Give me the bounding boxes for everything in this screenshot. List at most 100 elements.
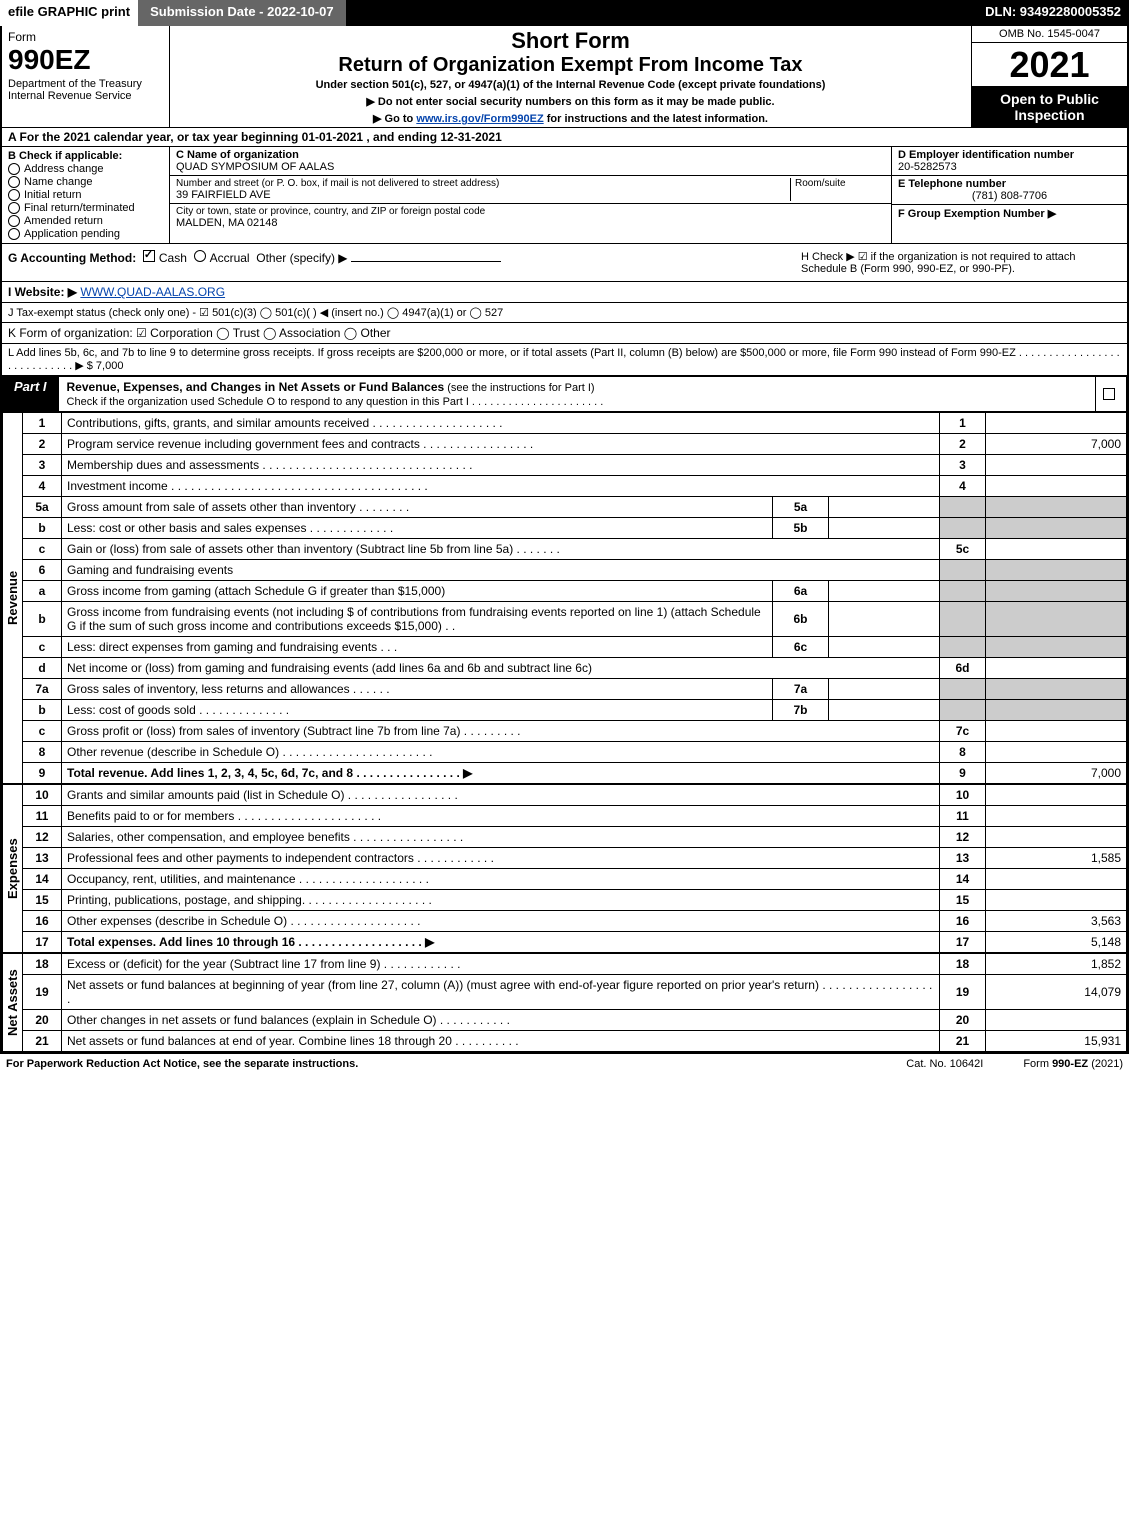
chk-amended-return[interactable]: Amended return <box>8 215 163 227</box>
footer: For Paperwork Reduction Act Notice, see … <box>0 1054 1129 1074</box>
section-b: B Check if applicable: Address change Na… <box>2 147 170 243</box>
form-title: Return of Organization Exempt From Incom… <box>176 54 965 77</box>
catalog-number: Cat. No. 10642I <box>866 1058 1023 1070</box>
irs-link[interactable]: www.irs.gov/Form990EZ <box>416 113 543 125</box>
part-1-title-sub: (see the instructions for Part I) <box>444 382 594 394</box>
section-e-label: E Telephone number <box>898 178 1006 190</box>
inst2-post: for instructions and the latest informat… <box>544 113 768 125</box>
chk-name-change[interactable]: Name change <box>8 176 163 188</box>
section-bcdef: B Check if applicable: Address change Na… <box>2 147 1127 244</box>
org-city: MALDEN, MA 02148 <box>176 217 885 229</box>
right-box: OMB No. 1545-0047 2021 Open to Public In… <box>971 26 1127 127</box>
other-label: Other (specify) ▶ <box>256 251 347 265</box>
short-form-label: Short Form <box>176 28 965 54</box>
form-box: Form 990EZ Department of the Treasury In… <box>2 26 170 127</box>
line-13: 13Professional fees and other payments t… <box>23 848 1127 869</box>
line-11: 11Benefits paid to or for members . . . … <box>23 806 1127 827</box>
section-def: D Employer identification number 20-5282… <box>891 147 1127 243</box>
line-12: 12Salaries, other compensation, and empl… <box>23 827 1127 848</box>
section-i-label: I Website: ▶ <box>8 285 77 299</box>
department: Department of the Treasury Internal Reve… <box>8 78 163 102</box>
dln: DLN: 93492280005352 <box>977 0 1129 26</box>
line-21: 21Net assets or fund balances at end of … <box>23 1031 1127 1052</box>
expenses-section: Expenses 10Grants and similar amounts pa… <box>2 784 1127 953</box>
section-k: K Form of organization: ☑ Corporation ◯ … <box>2 323 1127 344</box>
tax-year: 2021 <box>972 43 1127 87</box>
section-g: G Accounting Method: Cash Accrual Other … <box>2 244 795 281</box>
line-4: 4Investment income . . . . . . . . . . .… <box>23 476 1127 497</box>
accrual-label: Accrual <box>210 251 250 265</box>
chk-initial-return[interactable]: Initial return <box>8 189 163 201</box>
org-address: 39 FAIRFIELD AVE <box>176 189 790 201</box>
section-i: I Website: ▶ WWW.QUAD-AALAS.ORG <box>2 282 1127 303</box>
line-10: 10Grants and similar amounts paid (list … <box>23 785 1127 806</box>
line-6d: dNet income or (loss) from gaming and fu… <box>23 658 1127 679</box>
section-c-label: C Name of organization <box>176 149 299 161</box>
chk-initial-return-label: Initial return <box>24 189 81 201</box>
submission-date: Submission Date - 2022-10-07 <box>138 0 346 26</box>
section-h: H Check ▶ ☑ if the organization is not r… <box>795 244 1127 281</box>
chk-amended-return-label: Amended return <box>24 215 103 227</box>
part-1-subline: Check if the organization used Schedule … <box>67 396 604 408</box>
section-d-label: D Employer identification number <box>898 149 1074 161</box>
city-label: City or town, state or province, country… <box>176 206 885 217</box>
netassets-table: 18Excess or (deficit) for the year (Subt… <box>22 953 1127 1052</box>
chk-final-return[interactable]: Final return/terminated <box>8 202 163 214</box>
cash-label: Cash <box>159 251 187 265</box>
netassets-side-label: Net Assets <box>2 953 22 1052</box>
paperwork-notice: For Paperwork Reduction Act Notice, see … <box>6 1058 866 1070</box>
telephone: (781) 808-7706 <box>898 190 1121 202</box>
line-5c: cGain or (loss) from sale of assets othe… <box>23 539 1127 560</box>
revenue-table: 1Contributions, gifts, grants, and simil… <box>22 412 1127 784</box>
inst2-pre: ▶ Go to <box>373 113 416 125</box>
line-1: 1Contributions, gifts, grants, and simil… <box>23 413 1127 434</box>
line-3: 3Membership dues and assessments . . . .… <box>23 455 1127 476</box>
section-a: A For the 2021 calendar year, or tax yea… <box>2 128 1127 147</box>
line-14: 14Occupancy, rent, utilities, and mainte… <box>23 869 1127 890</box>
instruction-2: ▶ Go to www.irs.gov/Form990EZ for instru… <box>176 112 965 125</box>
omb-number: OMB No. 1545-0047 <box>972 26 1127 43</box>
line-5a: 5aGross amount from sale of assets other… <box>23 497 1127 518</box>
section-f-label: F Group Exemption Number ▶ <box>898 208 1056 220</box>
section-c: C Name of organization QUAD SYMPOSIUM OF… <box>170 147 891 243</box>
instruction-1: ▶ Do not enter social security numbers o… <box>176 95 965 108</box>
section-b-label: B Check if applicable: <box>8 150 163 162</box>
topbar-spacer <box>346 0 978 26</box>
chk-address-change-label: Address change <box>24 163 104 175</box>
line-5b: bLess: cost or other basis and sales exp… <box>23 518 1127 539</box>
form-number: 990EZ <box>8 44 163 76</box>
line-7c: cGross profit or (loss) from sales of in… <box>23 721 1127 742</box>
open-to-public: Open to Public Inspection <box>972 87 1127 127</box>
part-1-check[interactable] <box>1095 376 1127 412</box>
form-word: Form <box>8 30 163 44</box>
line-18: 18Excess or (deficit) for the year (Subt… <box>23 954 1127 975</box>
ein: 20-5282573 <box>898 161 957 173</box>
revenue-side-label: Revenue <box>2 412 22 784</box>
line-6: 6Gaming and fundraising events <box>23 560 1127 581</box>
line-17: 17Total expenses. Add lines 10 through 1… <box>23 932 1127 953</box>
line-8: 8Other revenue (describe in Schedule O) … <box>23 742 1127 763</box>
header-row: Form 990EZ Department of the Treasury In… <box>2 26 1127 128</box>
expenses-table: 10Grants and similar amounts paid (list … <box>22 784 1127 953</box>
efile-label: efile GRAPHIC print <box>0 0 138 26</box>
website-link[interactable]: WWW.QUAD-AALAS.ORG <box>80 285 225 299</box>
addr-label: Number and street (or P. O. box, if mail… <box>176 178 790 189</box>
chk-address-change[interactable]: Address change <box>8 163 163 175</box>
line-2: 2Program service revenue including gover… <box>23 434 1127 455</box>
netassets-section: Net Assets 18Excess or (deficit) for the… <box>2 953 1127 1052</box>
top-bar: efile GRAPHIC print Submission Date - 20… <box>0 0 1129 26</box>
part-1-title: Revenue, Expenses, and Changes in Net As… <box>59 376 1095 412</box>
line-7b: bLess: cost of goods sold . . . . . . . … <box>23 700 1127 721</box>
chk-cash[interactable] <box>143 250 155 262</box>
expenses-side-label: Expenses <box>2 784 22 953</box>
section-l: L Add lines 5b, 6c, and 7b to line 9 to … <box>2 344 1127 376</box>
line-6b: bGross income from fundraising events (n… <box>23 602 1127 637</box>
chk-application-pending-label: Application pending <box>24 228 120 240</box>
line-16: 16Other expenses (describe in Schedule O… <box>23 911 1127 932</box>
chk-application-pending[interactable]: Application pending <box>8 228 163 240</box>
section-gh: G Accounting Method: Cash Accrual Other … <box>2 244 1127 282</box>
chk-accrual[interactable] <box>194 250 206 262</box>
revenue-section: Revenue 1Contributions, gifts, grants, a… <box>2 412 1127 784</box>
section-j: J Tax-exempt status (check only one) - ☑… <box>2 303 1127 323</box>
title-box: Short Form Return of Organization Exempt… <box>170 26 971 127</box>
